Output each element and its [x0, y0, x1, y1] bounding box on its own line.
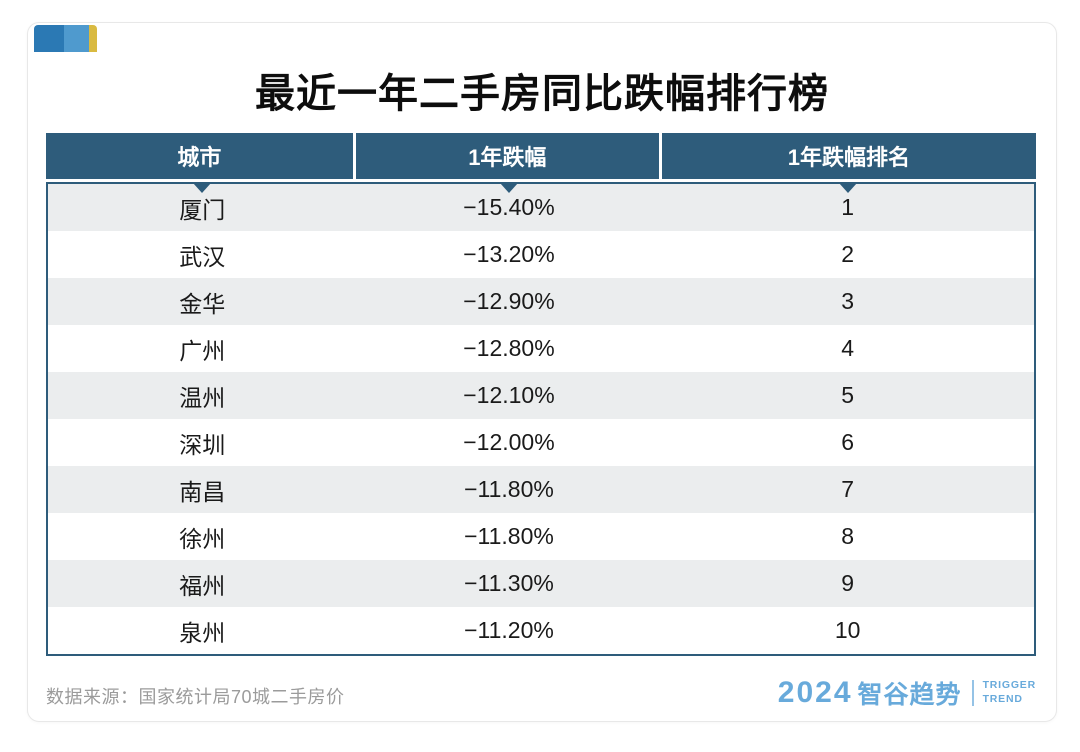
table-row: 广州 −12.80% 4	[48, 325, 1034, 372]
city-cell: 厦门	[179, 196, 226, 223]
brand-subtitle-line2: TREND	[982, 693, 1023, 705]
table-row: 温州 −12.10% 5	[48, 372, 1034, 419]
rank-cell: 6	[841, 429, 855, 455]
rank-cell: 9	[841, 570, 855, 596]
tab-dark-blue-block	[34, 25, 64, 52]
city-cell: 温州	[179, 384, 226, 411]
table-body: 厦门 −15.40% 1 武汉 −13.20% 2 金华 −12.90% 3 广州 −12.80% 4…	[46, 182, 1036, 656]
drop-cell: −11.80%	[464, 523, 554, 549]
city-cell: 泉州	[179, 619, 226, 646]
table-row: 金华 −12.90% 3	[48, 278, 1034, 325]
column-header-0: 城市	[46, 133, 356, 179]
brand-subtitle: TRIGGER TREND	[983, 679, 1036, 706]
rank-cell: 8	[841, 523, 855, 549]
tab-light-blue-block	[64, 25, 89, 52]
table-row: 武汉 −13.20% 2	[48, 231, 1034, 278]
page-title: 最近一年二手房同比跌幅排行榜	[255, 72, 829, 116]
brand-subtitle-line1: TRIGGER	[982, 679, 1036, 692]
city-cell: 徐州	[179, 525, 226, 552]
rank-cell: 10	[834, 617, 861, 643]
brand-year: 2024	[777, 676, 853, 709]
drop-cell: −15.40%	[463, 194, 555, 220]
drop-cell: −11.80%	[464, 476, 554, 502]
rank-cell: 7	[841, 476, 855, 502]
drop-cell: −11.30%	[464, 570, 554, 596]
table-row: 南昌 −11.80% 7	[48, 466, 1034, 513]
infographic-card: 最近一年二手房同比跌幅排行榜 城市 1年跌幅 1年跌幅排名 厦门 −15.40% 1 武汉…	[27, 22, 1057, 722]
city-cell: 南昌	[179, 478, 226, 505]
drop-cell: −12.00%	[463, 429, 555, 455]
rank-cell: 2	[841, 241, 855, 267]
city-cell: 武汉	[179, 243, 226, 270]
column-header-2: 1年跌幅排名	[787, 145, 910, 170]
drop-cell: −11.20%	[464, 617, 554, 643]
tab-yellow-stripe	[89, 25, 97, 52]
drop-cell: −13.20%	[463, 241, 555, 267]
table-row: 福州 −11.30% 9	[48, 560, 1034, 607]
table-row: 深圳 −12.00% 6	[48, 419, 1034, 466]
rank-cell: 5	[841, 382, 855, 408]
column-header-1: 1年跌幅	[356, 133, 662, 179]
corner-tab-logo	[34, 25, 97, 52]
table-header-row: 城市 1年跌幅 1年跌幅排名	[46, 133, 1036, 179]
drop-cell: −12.80%	[463, 335, 555, 361]
drop-cell: −12.10%	[463, 382, 555, 408]
city-cell: 深圳	[179, 431, 226, 458]
data-source-note: 数据来源：国家统计局70城二手房价	[46, 687, 345, 707]
city-cell: 福州	[179, 572, 226, 599]
rank-cell: 3	[841, 288, 855, 314]
brand-name: 智谷趋势	[857, 681, 962, 709]
city-cell: 金华	[179, 290, 226, 317]
drop-cell: −12.90%	[463, 288, 555, 314]
brand-divider	[971, 680, 974, 706]
table-row: 厦门 −15.40% 1	[48, 184, 1034, 231]
rank-cell: 1	[841, 194, 855, 220]
brand-logo: 2024 智谷趋势 TRIGGER TREND	[778, 675, 1036, 711]
table-row: 徐州 −11.80% 8	[48, 513, 1034, 560]
ranking-table: 城市 1年跌幅 1年跌幅排名 厦门 −15.40% 1 武汉 −13.20% 2 金华 −12.9…	[46, 133, 1036, 656]
rank-cell: 4	[841, 335, 855, 361]
table-row: 泉州 −11.20% 10	[48, 607, 1034, 654]
city-cell: 广州	[179, 337, 226, 364]
